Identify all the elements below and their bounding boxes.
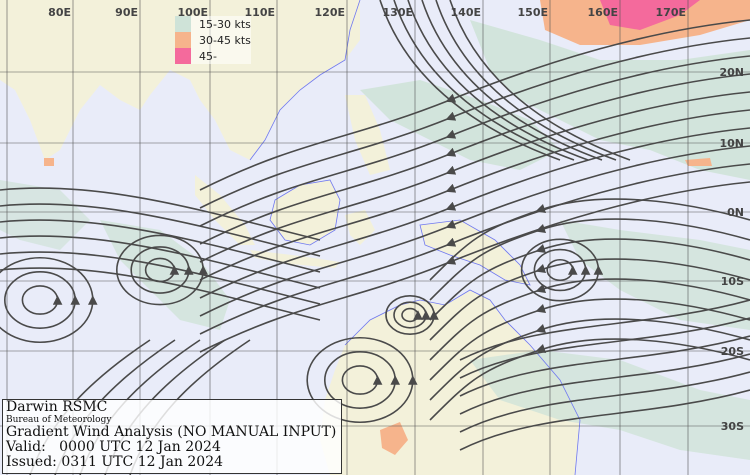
streamline (199, 109, 750, 281)
streamline (429, 198, 750, 281)
longitude-label: 110E (245, 6, 275, 19)
streamline (459, 389, 750, 451)
streamline (0, 203, 321, 257)
streamline (0, 219, 321, 273)
streamline (429, 218, 750, 301)
longitude-labels: 80E 90E 100E 110E 120E 130E 140E 150E 160E 170E (48, 6, 686, 19)
info-box: Darwin RSMC Bureau of Meteorology Gradie… (2, 399, 342, 474)
coastlines (249, 0, 581, 475)
issued-time: Issued: 0311 UTC 12 Jan 2024 (6, 454, 224, 470)
streamline (116, 234, 208, 306)
legend-label: 45- (199, 49, 217, 63)
product-title: Gradient Wind Analysis (NO MANUAL INPUT) (6, 424, 337, 440)
streamline (520, 238, 604, 302)
latitude-label: 20N (719, 66, 744, 79)
legend-label: 30-45 kts (199, 33, 251, 47)
longitude-label: 170E (656, 6, 686, 19)
legend-item-45: 45- (175, 48, 251, 64)
streamline (459, 299, 750, 361)
latitude-label: 20S (721, 345, 744, 358)
streamline (130, 246, 194, 294)
streamline (421, 0, 603, 161)
streamline (546, 258, 578, 282)
streamline (407, 0, 589, 161)
streamline (533, 248, 591, 292)
streamline (199, 73, 750, 245)
latitude-label: 10N (719, 137, 744, 150)
latitude-label: 10S (721, 275, 744, 288)
streamline (199, 55, 750, 227)
streamline (144, 257, 180, 283)
legend-item-30-45: 30-45 kts (175, 32, 251, 48)
streamline (379, 0, 561, 161)
streamline (0, 251, 321, 305)
streamline (199, 91, 750, 263)
longitude-label: 160E (588, 6, 618, 19)
legend-swatch (175, 32, 191, 48)
streamline (429, 318, 750, 401)
land-philippines (345, 95, 390, 175)
longitude-label: 150E (518, 6, 548, 19)
streamline (429, 258, 750, 341)
longitude-label: 90E (115, 6, 138, 19)
streamline (401, 307, 423, 323)
streamline (459, 353, 750, 415)
longitude-label: 100E (178, 6, 208, 19)
streamline (459, 371, 750, 433)
longitude-label: 130E (383, 6, 413, 19)
land-sulawesi (345, 210, 375, 245)
longitude-label: 120E (315, 6, 345, 19)
streamline (21, 285, 63, 315)
streamline (429, 338, 750, 421)
streamline (199, 163, 750, 335)
streamline (199, 37, 750, 209)
land-asia (0, 0, 360, 160)
valid-time: Valid: 0000 UTC 12 Jan 2024 (6, 439, 221, 455)
legend-swatch (175, 48, 191, 64)
latitude-labels: 20N 10N 0N 10S 20S 30S (719, 66, 744, 433)
streamline (199, 127, 750, 299)
agency-name: Bureau of Meteorology (6, 415, 112, 425)
streamline (341, 365, 383, 395)
legend-label: 15-30 kts (199, 17, 251, 31)
legend-item-15-30: 15-30 kts (175, 16, 251, 32)
streamline (4, 271, 80, 329)
legend-swatch (175, 16, 191, 32)
streamline (199, 145, 750, 317)
latitude-label: 0N (727, 206, 744, 219)
streamline (385, 295, 439, 335)
streamline (459, 317, 750, 379)
streamline (199, 181, 750, 353)
wind-speed-legend: 15-30 kts 30-45 kts 45- (175, 16, 251, 64)
latitude-label: 30S (721, 420, 744, 433)
center-name: Darwin RSMC (6, 399, 108, 415)
streamline (393, 0, 575, 161)
longitude-label: 140E (451, 6, 481, 19)
streamline (0, 256, 98, 344)
longitude-label: 80E (48, 6, 71, 19)
land-sumatra (195, 175, 255, 245)
streamline (429, 298, 750, 381)
streamline (0, 187, 321, 241)
streamline (459, 335, 750, 397)
land-areas (0, 0, 580, 475)
streamline (429, 238, 750, 321)
streamline (449, 0, 631, 161)
streamline (393, 301, 431, 329)
streamline (435, 0, 617, 161)
